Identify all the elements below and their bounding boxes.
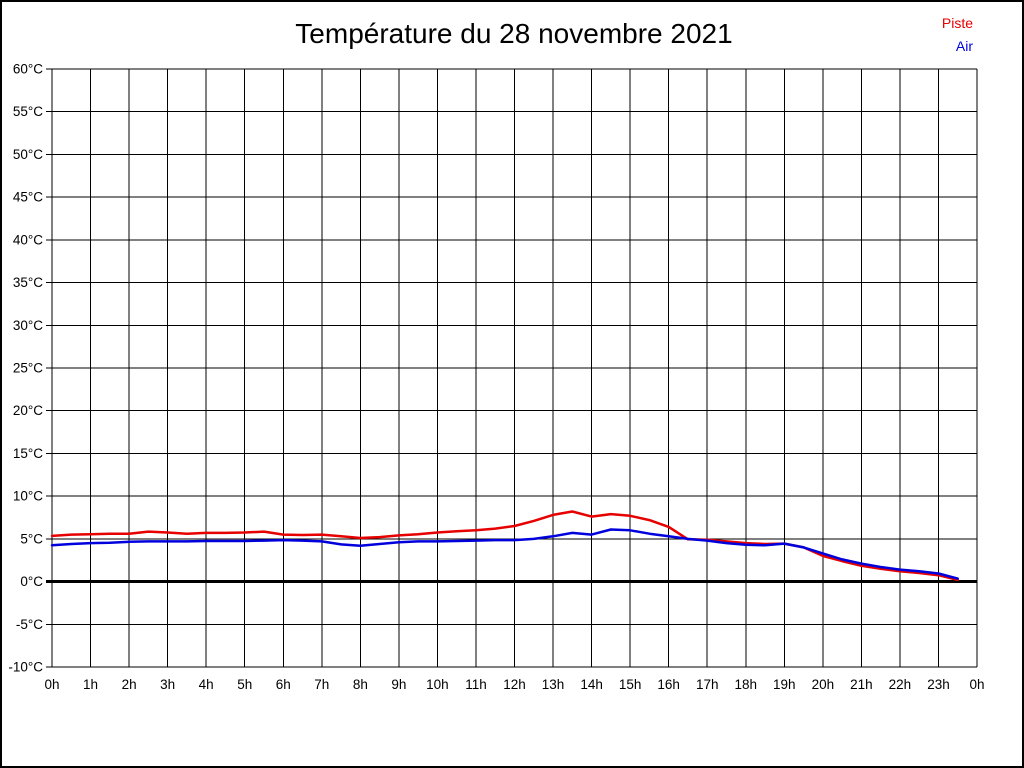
x-tick-label: 18h [734, 677, 757, 692]
x-tick-label: 3h [160, 677, 175, 692]
x-tick-label: 21h [850, 677, 873, 692]
x-tick-label: 7h [314, 677, 329, 692]
y-tick-label: 0°C [20, 574, 43, 589]
x-tick-label: 20h [812, 677, 835, 692]
x-tick-label: 12h [503, 677, 526, 692]
x-tick-label: 0h [44, 677, 59, 692]
series-line-piste [50, 510, 959, 582]
x-tick-label: 17h [696, 677, 719, 692]
y-tick-label: 45°C [13, 190, 43, 205]
x-tick-label: 6h [276, 677, 291, 692]
x-tick-label: 13h [542, 677, 565, 692]
y-tick-label: 15°C [13, 446, 43, 461]
x-tick-label: 15h [619, 677, 642, 692]
x-tick-label: 5h [237, 677, 252, 692]
y-tick-label: 60°C [13, 62, 43, 77]
legend-item-piste: Piste [941, 15, 973, 31]
y-tick-label: 5°C [20, 531, 43, 546]
series-line-air [50, 528, 959, 580]
x-tick-label: 14h [580, 677, 603, 692]
chart-title: Température du 28 novembre 2021 [295, 18, 733, 49]
y-tick-label: 55°C [13, 104, 43, 119]
x-tick-label: 11h [465, 677, 487, 692]
y-tick-label: -5°C [16, 617, 43, 632]
x-tick-label: 2h [122, 677, 137, 692]
x-tick-label: 22h [889, 677, 912, 692]
y-tick-label: 25°C [13, 361, 43, 376]
x-tick-label: 4h [199, 677, 214, 692]
x-tick-label: 9h [391, 677, 406, 692]
y-tick-label: 50°C [13, 147, 43, 162]
x-tick-label: 10h [426, 677, 449, 692]
x-tick-label: 1h [83, 677, 98, 692]
legend-item-air: Air [955, 38, 973, 54]
x-tick-label: 0h [969, 677, 984, 692]
x-tick-label: 16h [657, 677, 680, 692]
y-tick-label: 40°C [13, 232, 43, 247]
x-tick-label: 23h [927, 677, 950, 692]
y-tick-label: 35°C [13, 275, 43, 290]
x-tick-label: 8h [353, 677, 368, 692]
y-tick-label: 20°C [13, 403, 43, 418]
legend: Piste Air [942, 12, 973, 58]
y-tick-label: -10°C [8, 660, 43, 675]
y-tick-label: 10°C [13, 489, 43, 504]
y-tick-label: 30°C [13, 318, 43, 333]
x-tick-label: 19h [773, 677, 796, 692]
